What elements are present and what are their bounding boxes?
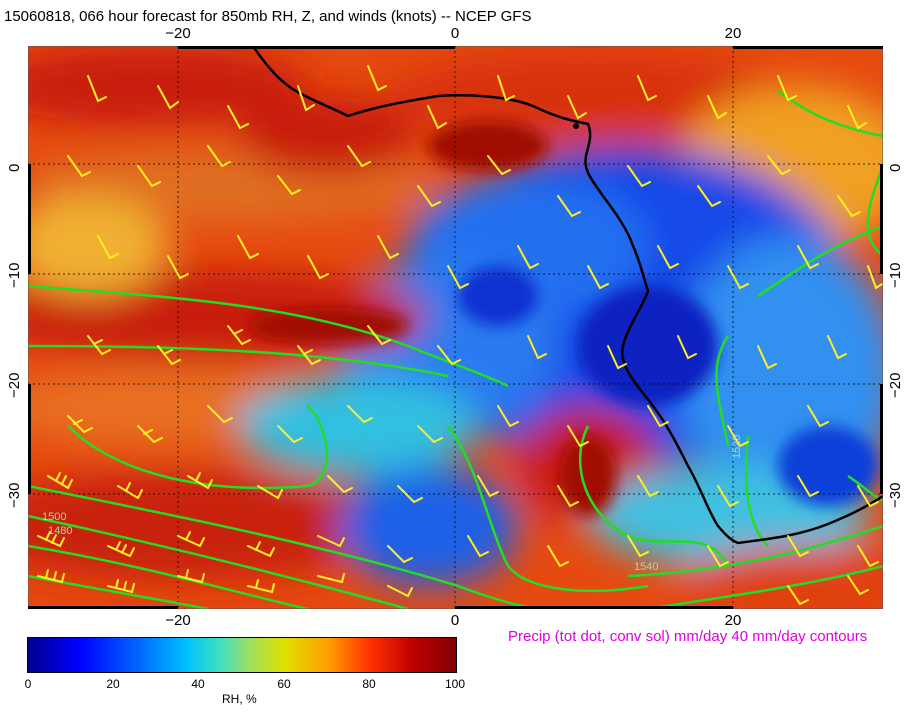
contour-label: 1540: [634, 561, 658, 573]
lon-tick-bottom: −20: [165, 612, 191, 629]
colorbar-tick: 100: [444, 677, 466, 691]
rh-colorbar: [27, 637, 457, 673]
lon-tick-top: −20: [165, 25, 191, 42]
lat-tick-left: 0: [6, 163, 23, 172]
rh-map-svg: 1500 1480 1520 1540: [28, 46, 883, 609]
colorbar-tick: 20: [106, 677, 120, 691]
colorbar-tick: 80: [362, 677, 376, 691]
lat-tick-left: −20: [6, 372, 23, 398]
contour-label: 1500: [42, 511, 66, 523]
lat-tick-left: −30: [6, 482, 23, 508]
lat-tick-right: −10: [887, 262, 904, 288]
colorbar-tick: 0: [24, 677, 32, 691]
colorbar-tick: 60: [277, 677, 291, 691]
lat-tick-right: −30: [887, 482, 904, 508]
precip-note: Precip (tot dot, conv sol) mm/day 40 mm/…: [508, 628, 868, 645]
contour-label: 1520: [731, 435, 743, 459]
colorbar-label: RH, %: [222, 692, 257, 706]
lon-tick-bottom: 20: [724, 612, 742, 629]
lon-tick-top: 0: [450, 25, 460, 42]
lat-tick-right: 0: [887, 163, 904, 172]
lon-tick-top: 20: [724, 25, 742, 42]
rh-map: 1500 1480 1520 1540: [28, 46, 883, 609]
colorbar-tick: 40: [191, 677, 205, 691]
contour-label: 1480: [48, 525, 72, 537]
lon-tick-bottom: 0: [450, 612, 460, 629]
lat-tick-left: −10: [6, 262, 23, 288]
map-title: 15060818, 066 hour forecast for 850mb RH…: [4, 8, 532, 25]
lat-tick-right: −20: [887, 372, 904, 398]
